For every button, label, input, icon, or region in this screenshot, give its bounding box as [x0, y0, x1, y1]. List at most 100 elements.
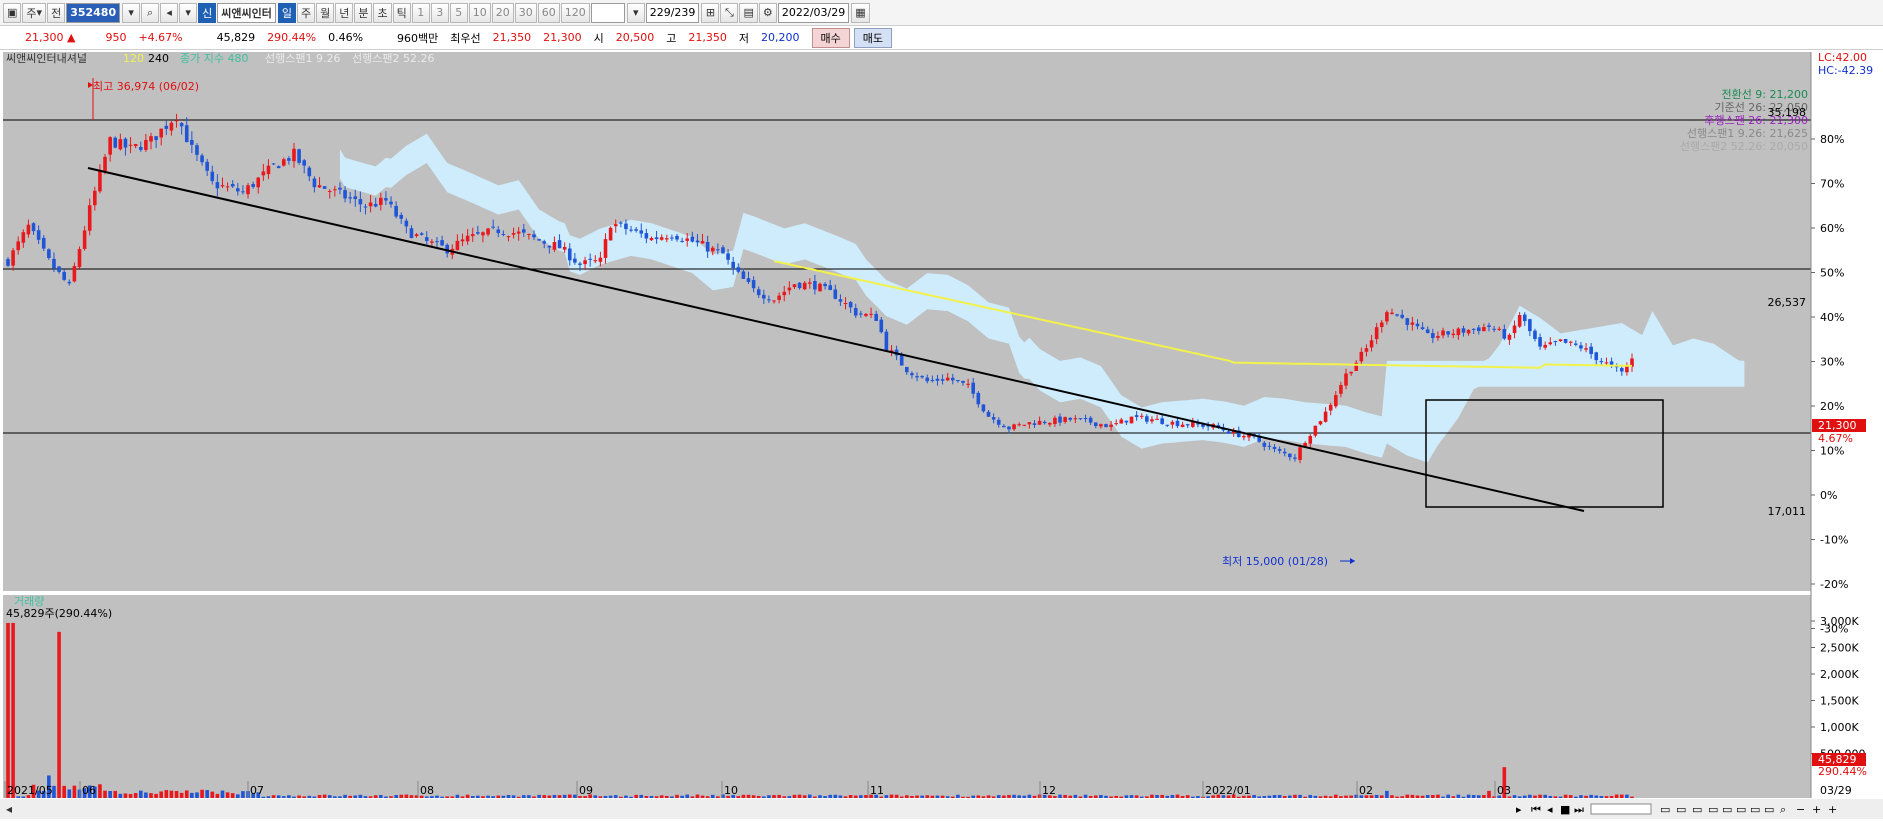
view-icon-7[interactable]: ▭ [1750, 803, 1760, 816]
volume-tick-label: 2,500K [1820, 642, 1859, 655]
interval-3[interactable]: 3 [430, 2, 449, 23]
chart-tool-icon[interactable]: ⤡ [720, 2, 739, 23]
view-icon-1[interactable]: ▭ [1660, 803, 1670, 816]
zoom-out-icon[interactable]: − [1796, 803, 1805, 816]
scroll-prev-icon[interactable]: ◂ [1547, 803, 1553, 816]
candle-body [1625, 365, 1629, 373]
stock-name[interactable]: 씨앤씨인터 [217, 2, 276, 23]
candle-body [1150, 419, 1154, 422]
period-day[interactable]: 일 [277, 2, 296, 23]
candle-body [348, 197, 352, 199]
candle-body [455, 240, 460, 251]
date-input[interactable]: 2022/03/29 [777, 2, 850, 23]
candle-body [1022, 424, 1027, 426]
period-year[interactable]: 년 [335, 2, 354, 23]
volume-bar [818, 795, 822, 798]
chart-area[interactable]: 80% 70% 60% 50% 40% 30% 20% 10% 0% -10% -20% -30% 3,… [0, 50, 1883, 819]
scroll-end-left-icon[interactable]: ▸ [1516, 803, 1522, 816]
buy-button[interactable]: 매수 [811, 27, 850, 48]
view-icon-5[interactable]: ▭ [1722, 803, 1732, 816]
interval-input[interactable] [590, 2, 625, 23]
candle-body [1042, 421, 1047, 424]
zoom-slider[interactable] [1590, 803, 1652, 815]
view-icon-4[interactable]: ▭ [1708, 803, 1718, 816]
candle-body [1134, 415, 1139, 417]
volume-bar [578, 796, 582, 798]
volume-bar [333, 796, 337, 798]
volume-bar [741, 794, 746, 798]
speaker-icon[interactable]: ◂ [160, 2, 179, 23]
zoom-search-icon[interactable]: ⌕ [1780, 803, 1786, 816]
view-icon-2[interactable]: ▭ [1676, 803, 1686, 816]
period-tick[interactable]: 틱 [392, 2, 411, 23]
count-input[interactable]: 229/239 [645, 2, 700, 23]
volume-bar [1390, 795, 1394, 798]
interval-120[interactable]: 120 [560, 2, 590, 23]
volume-bar [1604, 796, 1609, 798]
candle-body [1257, 435, 1261, 442]
layout-icon[interactable]: ▣ [3, 2, 22, 23]
scroll-bar[interactable]: ◂ ▸ ⏮ ◂ ■ ⏭ ▭ ▭ ▭ ▭ ▭ ▭ ▭ ▭ ⌕ − + + [0, 799, 1883, 819]
volume-bar [511, 795, 516, 798]
volume-panel[interactable] [3, 595, 1811, 798]
candle-body [1614, 366, 1619, 368]
candle-body [276, 166, 281, 169]
interval-30[interactable]: 30 [514, 2, 537, 23]
scroll-left-icon[interactable]: ◂ [6, 802, 12, 816]
zoom-in-icon[interactable]: + [1812, 803, 1821, 816]
interval-5[interactable]: 5 [449, 2, 468, 23]
save-icon[interactable]: ▤ [739, 2, 758, 23]
candle-body [1037, 420, 1042, 425]
interval-dropdown-icon[interactable]: ▾ [626, 2, 645, 23]
interval-60[interactable]: 60 [537, 2, 560, 23]
candle-body [1548, 342, 1553, 345]
x-tick-label: 2022/01 [1205, 784, 1251, 797]
period-second[interactable]: 초 [373, 2, 392, 23]
candle-body [1420, 327, 1425, 330]
candle-body [1533, 330, 1537, 339]
period-week[interactable]: 주 [296, 2, 316, 23]
chevron-down-icon[interactable]: ▾ [179, 2, 198, 23]
stop-icon[interactable]: ■ [1560, 803, 1570, 816]
scroll-next-icon[interactable]: ⏭ [1574, 803, 1584, 816]
view-icon-3[interactable]: ▭ [1692, 803, 1702, 816]
candle-body [705, 242, 710, 252]
code-input[interactable]: 352480 [66, 2, 121, 23]
candle-body [26, 224, 31, 235]
plus-icon[interactable]: + [1828, 803, 1837, 816]
candle-body [179, 123, 184, 127]
gear-icon[interactable]: ⚙ [758, 2, 777, 23]
volume-bar [215, 793, 220, 798]
code-dropdown-icon[interactable]: ▾ [122, 2, 141, 23]
candle-body [986, 411, 991, 417]
stock-chart[interactable]: 80% 70% 60% 50% 40% 30% 20% 10% 0% -10% -20% -30%3,… [0, 50, 1883, 819]
candle-body [1599, 361, 1604, 363]
interval-10[interactable]: 10 [468, 2, 491, 23]
moving-average-line [773, 260, 1633, 369]
candle-body [1609, 361, 1614, 365]
candle-body [1456, 328, 1461, 336]
scroll-first-icon[interactable]: ⏮ [1531, 803, 1541, 816]
volume-bar [1170, 794, 1175, 798]
candle-body [1461, 328, 1466, 333]
sell-button[interactable]: 매도 [853, 27, 893, 48]
interval-1[interactable]: 1 [411, 2, 430, 23]
volume-bar [399, 794, 404, 798]
grid-icon[interactable]: ⊞ [701, 2, 720, 23]
candle-body [343, 190, 347, 199]
candle-body [1191, 422, 1195, 427]
period-minute[interactable]: 분 [354, 2, 373, 23]
candle-body [552, 242, 557, 250]
search-icon[interactable]: ⌕ [141, 2, 160, 23]
candle-body [384, 198, 388, 201]
period-month[interactable]: 월 [316, 2, 335, 23]
candle-body [1395, 314, 1399, 316]
type-select[interactable]: 주 ▾ [22, 2, 47, 23]
candle-body [87, 205, 92, 231]
calendar-icon[interactable]: ▦ [851, 2, 870, 23]
volume-bar [1093, 795, 1098, 798]
interval-20[interactable]: 20 [491, 2, 514, 23]
view-icon-6[interactable]: ▭ [1736, 803, 1746, 816]
market-select[interactable]: 전 [47, 2, 66, 23]
view-icon-8[interactable]: ▭ [1764, 803, 1774, 816]
